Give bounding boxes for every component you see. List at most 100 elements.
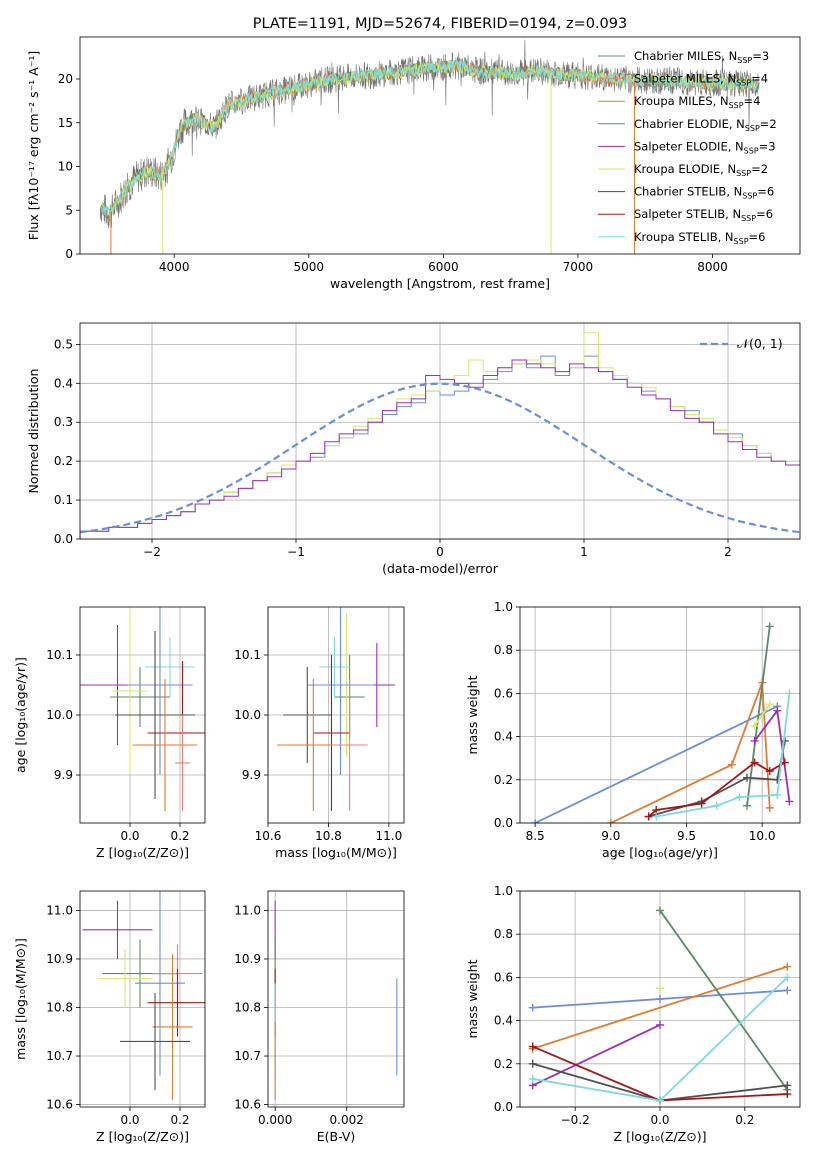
- x-tick-label: 8000: [697, 260, 728, 274]
- spectrum-model-line: [101, 58, 759, 218]
- weight-marker: [780, 758, 789, 767]
- legend-label: Salpeter STELIB, NSSP=6: [634, 207, 773, 223]
- x-tick-label: 5000: [294, 260, 325, 274]
- weight-line: [753, 708, 791, 802]
- weight-marker: [727, 760, 736, 769]
- weight-marker: [528, 1074, 537, 1083]
- y-tick-label: 15: [58, 116, 73, 130]
- weight-marker: [773, 706, 782, 715]
- y-tick-label: 0.6: [494, 970, 513, 984]
- weight-line: [610, 682, 771, 823]
- x-tick-label: 0.0: [120, 1113, 139, 1127]
- weight-marker: [656, 984, 664, 993]
- plot-area-weight_vs_Z: [528, 906, 792, 1105]
- x-tick-label: −2: [143, 545, 161, 559]
- y-tick-label: 10.9: [46, 952, 73, 966]
- legend-label: Chabrier ELODIE, NSSP=2: [634, 117, 777, 133]
- x-axis-label: Z [log₁₀(Z/Z⊙)]: [96, 845, 189, 860]
- x-tick-label: 0.000: [258, 1113, 292, 1127]
- y-tick-label: 10.0: [234, 708, 261, 722]
- x-tick-label: 9.5: [677, 829, 696, 843]
- y-tick-label: 10.8: [234, 1000, 261, 1014]
- y-axis-label: Flux [fλ10⁻¹⁷ erg cm⁻² s⁻¹ A⁻¹]: [26, 51, 41, 240]
- x-tick-label: 0.0: [650, 1113, 669, 1127]
- y-tick-label: 9.9: [54, 768, 73, 782]
- y-tick-label: 10.7: [234, 1049, 261, 1063]
- axes-mass_vs_Z: 0.0 0.2 10.6 10.7 10.8 10.9 11.0 Z [log₁₀(Z/Z⊙)…: [13, 890, 206, 1144]
- y-tick-label: 0.0: [54, 532, 73, 546]
- y-tick-label: 0.2: [494, 773, 513, 787]
- weight-marker: [697, 799, 706, 808]
- x-tick-label: −1: [287, 545, 305, 559]
- x-axis-label: age [log₁₀(age/yr)]: [602, 845, 718, 860]
- weight-line: [659, 909, 789, 1091]
- axes-frame: [79, 890, 206, 1108]
- y-tick-label: 0.4: [494, 730, 513, 744]
- axes-frame: [267, 890, 405, 1108]
- y-tick-label: 0.1: [54, 493, 73, 507]
- y-tick-label: 10.1: [46, 648, 73, 662]
- y-axis-label: age [log₁₀(age/yr)]: [13, 657, 28, 773]
- y-tick-label: 0: [65, 247, 73, 261]
- x-tick-label: 0.002: [330, 1113, 364, 1127]
- x-tick-label: 4000: [159, 260, 190, 274]
- weight-marker: [750, 758, 759, 767]
- axes-weight_vs_age: 8.5 9.0 9.5 10.0 0.0 0.2 0.4 0.6 0.8 1.0 age [log₁…: [465, 600, 801, 860]
- x-axis-label: Z [log₁₀(Z/Z⊙)]: [96, 1129, 189, 1144]
- weight-marker: [750, 736, 759, 745]
- axes-frame: [79, 36, 801, 255]
- x-tick-label: 10.6: [255, 829, 282, 843]
- weight-marker: [656, 995, 664, 1003]
- weight-marker: [783, 986, 792, 995]
- weight-marker: [656, 906, 664, 915]
- legend-label: Chabrier STELIB, NSSP=6: [634, 185, 774, 201]
- weight-marker: [743, 801, 752, 810]
- weight-line: [753, 703, 771, 727]
- weight-line: [534, 705, 778, 823]
- axes-spectrum: 4000 5000 6000 7000 8000 0 5 10 15 20 wavelength […: [26, 36, 801, 291]
- weight-marker: [773, 790, 782, 799]
- y-axis-label: Normed distribution: [26, 369, 41, 494]
- y-tick-label: 10.6: [46, 1098, 73, 1112]
- axes-age_vs_mass: 10.6 10.8 11.0 9.9 10.0 10.1 mass [log₁₀(M/M⊙)…: [234, 606, 405, 860]
- x-tick-label: 7000: [563, 260, 594, 274]
- weight-marker: [785, 797, 794, 806]
- plot-area-age_vs_Z: [80, 607, 205, 811]
- x-tick-label: 0.2: [735, 1113, 754, 1127]
- y-tick-label: 10: [58, 160, 73, 174]
- spectrum-legend: Chabrier MILES, NSSP=3 Salpeter MILES, NS…: [598, 49, 777, 246]
- y-tick-label: 9.9: [242, 768, 261, 782]
- y-tick-label: 0.8: [494, 643, 513, 657]
- y-tick-label: 0.5: [54, 337, 73, 351]
- weight-marker: [735, 793, 744, 802]
- weight-marker: [656, 1020, 664, 1029]
- legend-label: Salpeter ELODIE, NSSP=3: [634, 139, 776, 155]
- y-tick-label: 0.0: [494, 1100, 513, 1114]
- y-tick-label: 5: [65, 203, 73, 217]
- y-tick-label: 11.0: [234, 903, 261, 917]
- weight-marker: [743, 773, 752, 782]
- weight-marker: [712, 801, 721, 810]
- legend-label: Salpeter MILES, NSSP=4: [634, 72, 768, 88]
- weight-marker: [606, 819, 615, 823]
- x-axis-label: wavelength [Angstrom, rest frame]: [330, 276, 550, 291]
- x-tick-label: 10.0: [749, 829, 776, 843]
- weight-line: [532, 965, 788, 1050]
- plot-area-age_vs_mass: [277, 607, 395, 811]
- x-tick-label: 1: [580, 545, 588, 559]
- weight-marker: [528, 1003, 537, 1012]
- histogram-bars: [80, 359, 800, 539]
- weight-line: [648, 761, 786, 818]
- x-tick-label: 0: [436, 545, 444, 559]
- axes-weight_vs_Z: −0.2 0.0 0.2 0.0 0.2 0.4 0.6 0.8 1.0 Z [log₁₀(Z/Z…: [465, 884, 801, 1144]
- plot-area-mass_vs_EBV: [274, 900, 398, 1100]
- y-tick-label: 10.1: [234, 648, 261, 662]
- x-tick-label: 2: [724, 545, 732, 559]
- weight-marker: [765, 622, 774, 631]
- y-tick-label: 0.4: [54, 376, 73, 390]
- y-tick-label: 10.7: [46, 1049, 73, 1063]
- weight-marker: [528, 1059, 537, 1068]
- legend-label: Chabrier MILES, NSSP=3: [634, 49, 769, 65]
- weight-marker: [528, 1042, 537, 1051]
- weight-marker: [783, 962, 792, 971]
